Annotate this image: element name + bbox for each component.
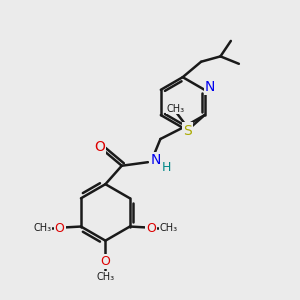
Text: CH₃: CH₃: [96, 272, 115, 282]
Text: H: H: [162, 161, 172, 174]
Text: O: O: [100, 255, 110, 268]
Text: CH₃: CH₃: [159, 223, 178, 233]
Text: N: N: [205, 80, 215, 94]
Text: CH₃: CH₃: [33, 223, 51, 233]
Text: N: N: [150, 153, 161, 167]
Text: O: O: [94, 140, 105, 154]
Text: S: S: [183, 124, 192, 137]
Text: O: O: [55, 221, 64, 235]
Text: CH₃: CH₃: [167, 103, 185, 113]
Text: O: O: [146, 221, 156, 235]
